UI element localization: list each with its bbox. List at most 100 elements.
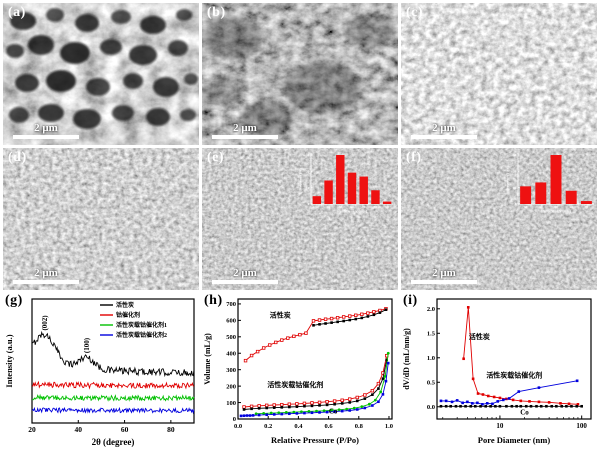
scale-bar-d: 2 μm [13,267,79,284]
svg-text:40: 40 [327,205,331,209]
svg-text:100: 100 [226,400,236,407]
svg-text:0: 0 [233,416,236,423]
svg-text:Relative Pressure (P/Po): Relative Pressure (P/Po) [271,435,359,445]
svg-text:活性炭载钴催化剂: 活性炭载钴催化剂 [486,370,542,379]
svg-text:0.0: 0.0 [234,423,242,430]
svg-text:400: 400 [226,350,236,357]
svg-text:30: 30 [306,153,310,157]
svg-text:活性炭载钴催化剂1: 活性炭载钴催化剂1 [116,321,167,329]
sem-panel-e: 30 40 50 60 70 80 90 0 10 20 30 Particle size (nm) F… [202,148,398,290]
pore-distribution-chart-panel: (i) Pore Diameter (nm) dV/dD (mL/nm/g) 0.0… [401,293,597,455]
svg-text:0.6: 0.6 [325,423,334,430]
svg-text:30: 30 [524,205,528,209]
svg-text:50: 50 [554,205,558,209]
scale-bar-e: 2 μm [212,267,278,284]
scale-bar-c: 2 μm [411,122,477,139]
svg-text:0.4: 0.4 [294,423,303,430]
svg-text:Pore Diameter (nm): Pore Diameter (nm) [478,435,551,445]
svg-text:活性炭: 活性炭 [469,332,490,341]
svg-text:0.5: 0.5 [427,379,436,386]
svg-text:Particle size (nm): Particle size (nm) [541,209,571,214]
particle-size-histogram-f: 30 40 50 60 70 0 10 20 30 Particle size (nm) Frequ… [506,153,594,214]
scale-bar-line-e [212,280,278,284]
svg-text:300: 300 [226,367,236,374]
svg-text:(002): (002) [41,315,49,331]
svg-text:1.0: 1.0 [385,423,393,430]
isotherm-chart-panel: (h) Relative Pressure (P/Po) Volume (mL/g… [202,293,398,455]
svg-text:80: 80 [167,425,175,434]
svg-text:活性炭: 活性炭 [116,301,134,309]
scale-bar-text-e: 2 μm [233,267,257,279]
scale-bar-text-b: 2 μm [233,122,257,134]
scale-bar-line-b [212,135,278,139]
svg-text:Co: Co [520,409,529,417]
svg-text:100: 100 [576,422,587,430]
sem-image-f: 30 40 50 60 70 0 10 20 30 Particle size (nm) Frequ… [401,148,597,290]
svg-text:70: 70 [585,205,589,209]
svg-text:Intensity (a.u.): Intensity (a.u.) [4,334,14,387]
panel-label-c: (c) [406,5,424,20]
svg-text:60: 60 [121,425,129,434]
svg-text:60: 60 [350,205,354,209]
panel-label-b: (b) [207,5,226,20]
svg-text:20: 20 [513,170,517,174]
svg-text:活性炭载钴催化剂2: 活性炭载钴催化剂2 [116,331,167,339]
svg-text:30: 30 [315,205,319,209]
svg-text:80: 80 [374,205,378,209]
scale-bar-text-c: 2 μm [432,122,456,134]
svg-text:1.0: 1.0 [427,355,435,362]
panel-label-a: (a) [8,5,26,20]
sem-panel-d: (d) 2 μm [3,148,199,290]
svg-text:10: 10 [306,186,310,190]
sem-panel-a: (a) 2 μm [3,3,199,145]
svg-text:1.5: 1.5 [427,330,436,337]
panel-label-g: (g) [5,293,23,308]
svg-text:10: 10 [513,186,517,190]
svg-text:dV/dD (mL/nm/g): dV/dD (mL/nm/g) [402,328,411,390]
svg-text:0: 0 [515,202,517,206]
sem-panel-c: (c) 2 μm [401,3,597,145]
svg-text:Volume (mL/g): Volume (mL/g) [203,333,212,385]
scale-bar-text-a: 2 μm [34,122,58,134]
svg-text:钴催化剂: 钴催化剂 [116,311,140,319]
svg-text:2θ (degree): 2θ (degree) [92,437,135,447]
xrd-chart-panel: (g) 20 40 60 80 2θ (degree) Intensity (a.u.) (… [3,293,199,455]
sem-panel-b: (b) 2 μm [202,3,398,145]
xrd-chart: 20 40 60 80 2θ (degree) Intensity (a.u.) (002)… [4,298,195,447]
svg-text:20: 20 [28,425,36,434]
scale-bar-text-f: 2 μm [432,267,456,279]
svg-text:Co: Co [329,408,338,416]
panel-label-h: (h) [204,293,223,308]
sem-image-b [202,3,398,145]
scale-bar-a: 2 μm [13,122,79,139]
panel-label-d: (d) [8,150,27,165]
svg-text:Frequency (%): Frequency (%) [506,167,510,190]
svg-text:600: 600 [226,318,236,325]
svg-text:40: 40 [539,205,543,209]
svg-text:30: 30 [513,153,517,157]
svg-text:700: 700 [226,301,236,308]
sem-panel-f: 30 40 50 60 70 0 10 20 30 Particle size (nm) Frequ… [401,148,597,290]
svg-text:50: 50 [339,205,343,209]
panel-label-e: (e) [207,150,225,165]
sem-image-e: 30 40 50 60 70 80 90 0 10 20 30 Particle size (nm) F… [202,148,398,290]
svg-text:200: 200 [226,383,236,390]
scale-bar-line-d [13,280,79,284]
svg-text:活性炭载钴催化剂: 活性炭载钴催化剂 [267,380,323,389]
scale-bar-b: 2 μm [212,122,278,139]
svg-text:2.0: 2.0 [427,306,435,313]
svg-text:(100): (100) [83,337,91,353]
scale-bar-line-a [13,135,79,139]
svg-text:0: 0 [308,202,310,206]
sem-image-c [401,3,597,145]
particle-size-histogram-e: 30 40 50 60 70 80 90 0 10 20 30 Particle size (nm) F… [299,153,393,214]
svg-text:20: 20 [306,170,310,174]
svg-text:0.0: 0.0 [427,404,435,411]
svg-text:90: 90 [385,205,389,209]
svg-text:Particle size (nm): Particle size (nm) [337,209,367,214]
isotherm-chart: Relative Pressure (P/Po) Volume (mL/g) 0 10… [203,298,393,445]
svg-text:60: 60 [569,205,573,209]
svg-text:10: 10 [496,422,504,430]
scale-bar-line-c [411,135,477,139]
